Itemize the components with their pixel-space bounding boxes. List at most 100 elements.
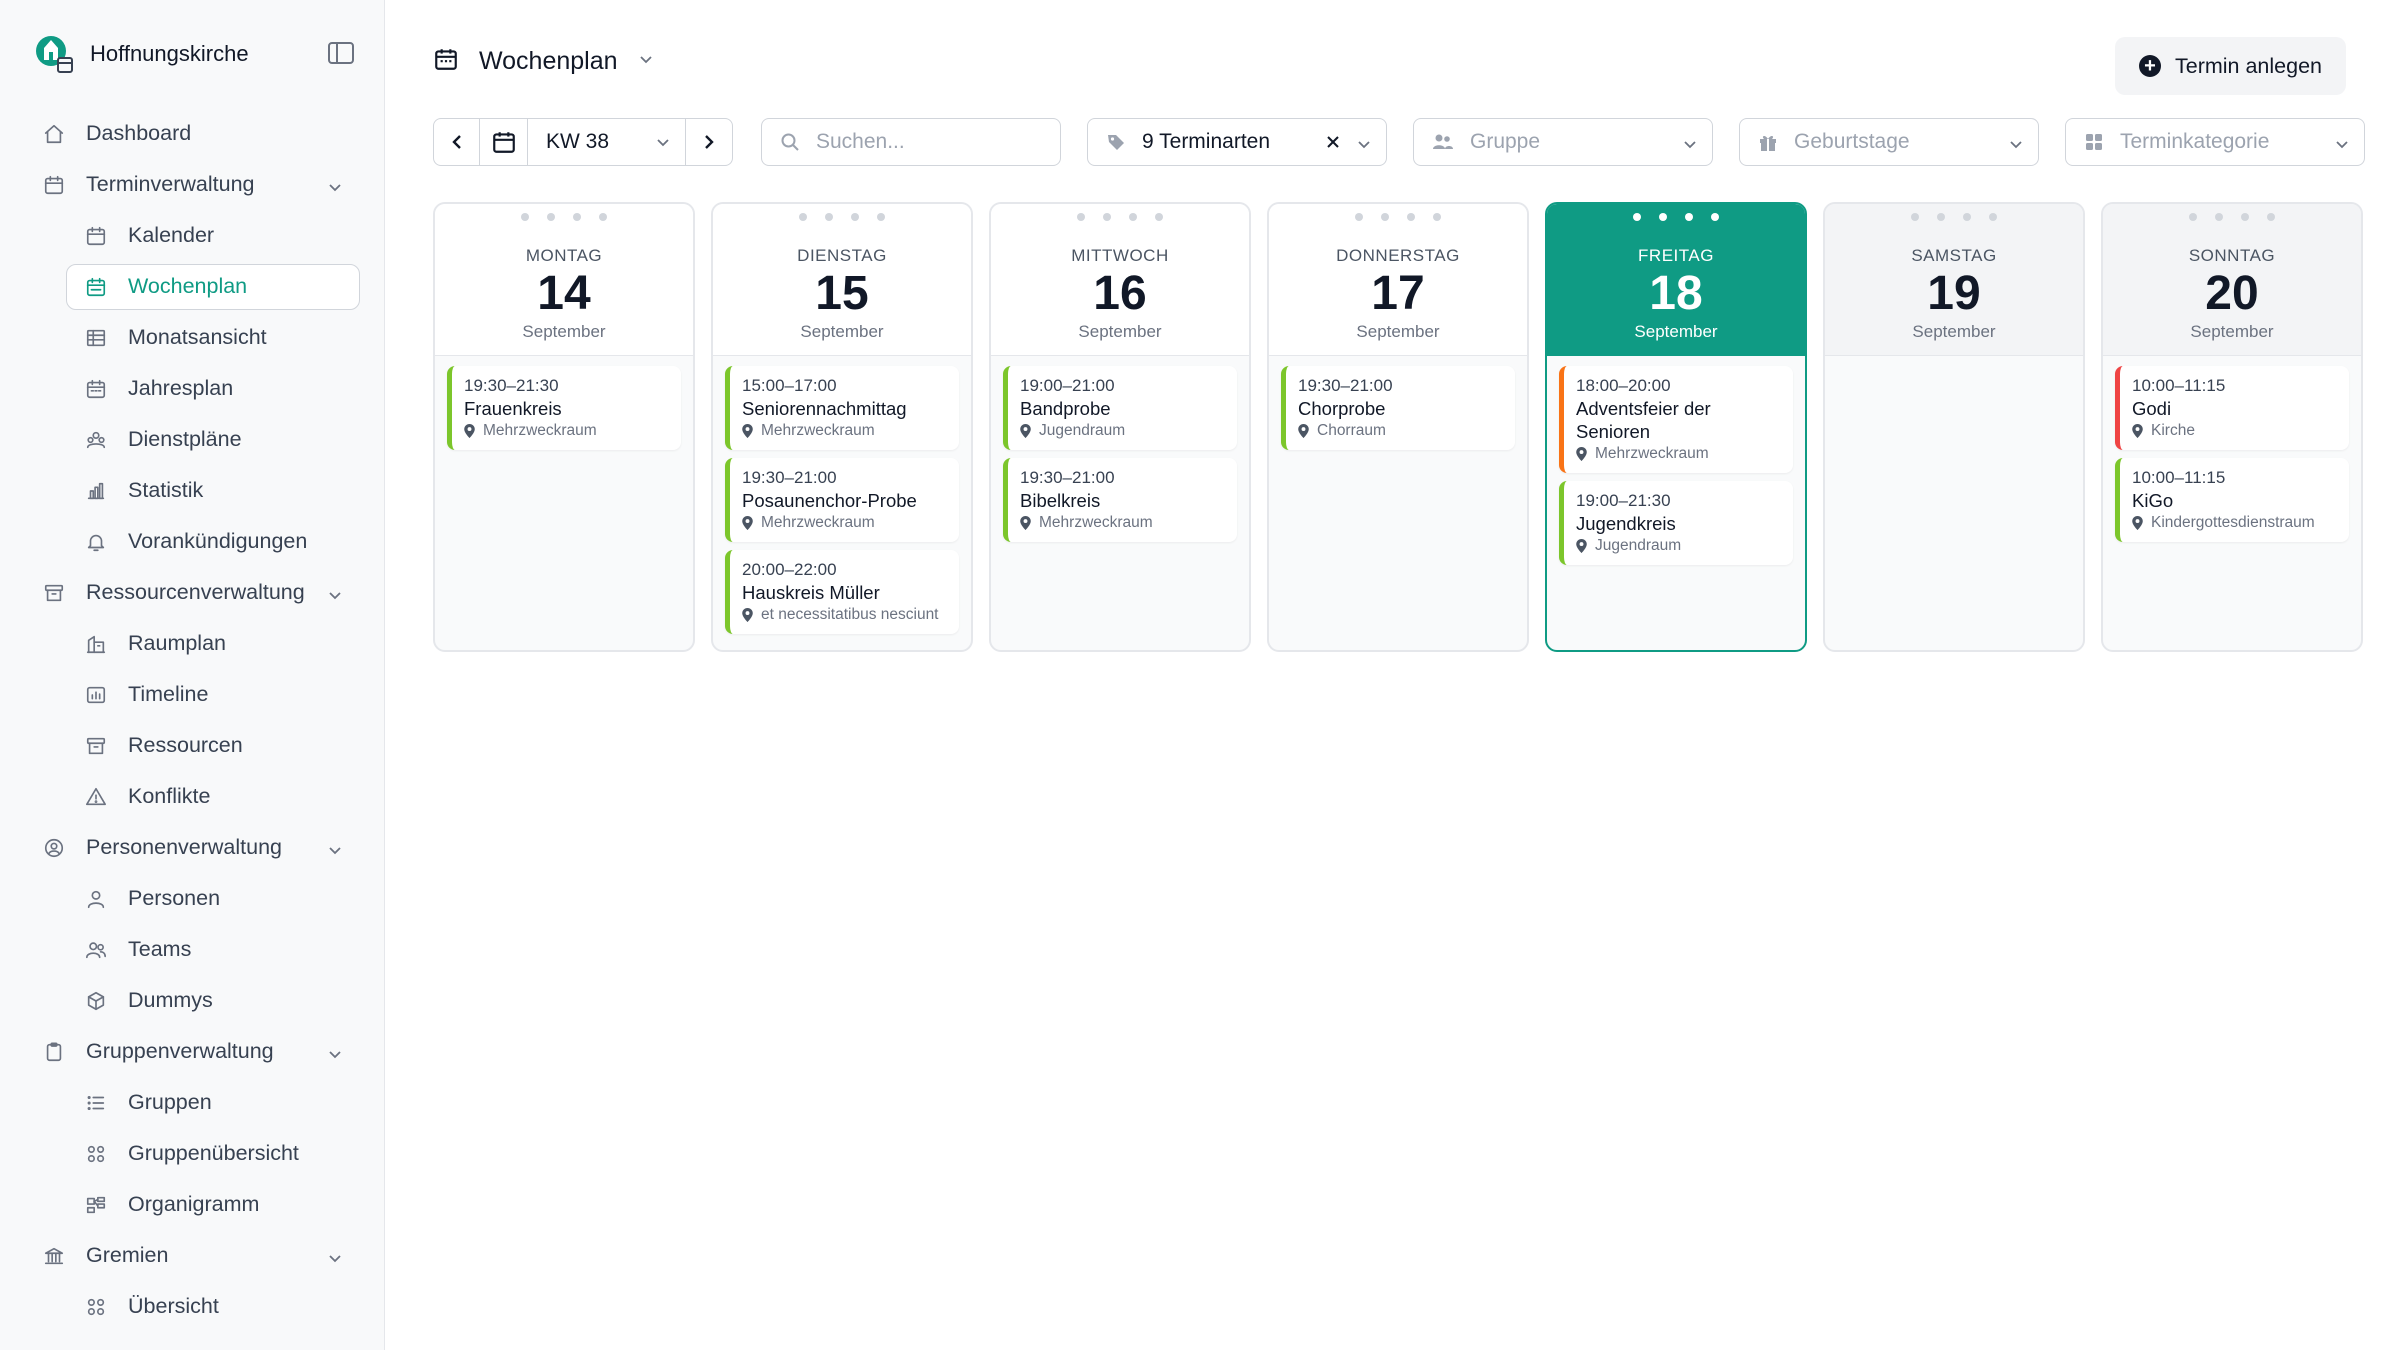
grid-icon [2084, 132, 2104, 152]
users-icon [1432, 133, 1454, 151]
chevron-down-icon[interactable] [327, 839, 343, 855]
sidebar-toggle-icon[interactable] [328, 42, 354, 64]
event-card[interactable]: 19:30–21:00 Posaunenchor-Probe Mehrzweckra… [725, 458, 959, 542]
calendar-picker-button[interactable] [480, 119, 528, 165]
day-menu-dots[interactable] [713, 213, 971, 221]
page-title[interactable]: Wochenplan [479, 47, 618, 75]
day-menu-dots[interactable] [991, 213, 1249, 221]
sidebar-item-wochenplan[interactable]: Wochenplan [0, 261, 384, 312]
event-card[interactable]: 18:00–20:00 Adventsfeier der Senioren Mehr… [1559, 366, 1793, 473]
sidebar-item-konflikte[interactable]: Konflikte [0, 771, 384, 822]
church-logo-icon [34, 34, 74, 74]
sidebar-item-label: Wochenplan [128, 274, 248, 298]
new-appointment-button[interactable]: + Termin anlegen [2115, 37, 2346, 95]
sidebar-item-dummys[interactable]: Dummys [0, 975, 384, 1026]
user-icon [84, 887, 108, 911]
day-menu-dots[interactable] [1825, 213, 2083, 221]
appointment-types-select[interactable]: 9 Terminarten [1087, 118, 1387, 166]
day-header[interactable]: DONNERSTAG 17 September [1269, 204, 1527, 356]
event-location: Mehrzweckraum [1576, 443, 1781, 465]
chevron-down-icon[interactable] [327, 1043, 343, 1059]
location-pin-icon [742, 516, 753, 530]
day-menu-dots[interactable] [2103, 213, 2361, 221]
event-card[interactable]: 19:00–21:00 Bandprobe Jugendraum [1003, 366, 1237, 450]
day-column-dienstag[interactable]: DIENSTAG 15 September 15:00–17:00 Seniorenna… [711, 202, 973, 652]
event-card[interactable]: 19:30–21:30 Frauenkreis Mehrzweckraum [447, 366, 681, 450]
event-card[interactable]: 20:00–22:00 Hauskreis Müller et necessitat… [725, 550, 959, 634]
day-column-mittwoch[interactable]: MITTWOCH 16 September 19:00–21:00 Bandprobe J… [989, 202, 1251, 652]
day-header[interactable]: DIENSTAG 15 September [713, 204, 971, 356]
day-column-donnerstag[interactable]: DONNERSTAG 17 September 19:30–21:00 Chorprob… [1267, 202, 1529, 652]
month-name: September [1912, 322, 1996, 341]
brand[interactable]: Hoffnungskirche [34, 34, 249, 74]
day-column-sonntag[interactable]: SONNTAG 20 September 10:00–11:15 Godi Kirche 1… [2101, 202, 2363, 652]
sidebar-item-personen[interactable]: Personen [0, 873, 384, 924]
sidebar-item-jahresplan[interactable]: Jahresplan [0, 363, 384, 414]
day-column-montag[interactable]: MONTAG 14 September 19:30–21:30 Frauenkreis M… [433, 202, 695, 652]
event-card[interactable]: 15:00–17:00 Seniorennachmittag Mehrzweckra… [725, 366, 959, 450]
sidebar-item-gremien[interactable]: Gremien [0, 1230, 384, 1281]
event-card[interactable]: 19:30–21:00 Chorprobe Chorraum [1281, 366, 1515, 450]
event-list: 15:00–17:00 Seniorennachmittag Mehrzweckra… [713, 356, 971, 650]
sidebar-item-dienstpläne[interactable]: Dienstpläne [0, 414, 384, 465]
event-time: 19:30–21:30 [464, 376, 559, 395]
day-menu-dots[interactable] [1269, 213, 1527, 221]
search-input[interactable]: Suchen... [761, 118, 1061, 166]
event-time: 19:30–21:00 [1020, 468, 1115, 487]
sidebar-item-teams[interactable]: Teams [0, 924, 384, 975]
birthdays-select[interactable]: Geburtstage [1739, 118, 2039, 166]
month-name: September [2190, 322, 2274, 341]
group-select[interactable]: Gruppe [1413, 118, 1713, 166]
sidebar-item-terminverwaltung[interactable]: Terminverwaltung [0, 159, 384, 210]
sidebar-item-monatsansicht[interactable]: Monatsansicht [0, 312, 384, 363]
sidebar-item-gruppen[interactable]: Gruppen [0, 1077, 384, 1128]
sidebar-item-timeline[interactable]: Timeline [0, 669, 384, 720]
month-name: September [1078, 322, 1162, 341]
sidebar-item-label: Raumplan [128, 631, 226, 655]
week-grid: MONTAG 14 September 19:30–21:30 Frauenkreis M… [433, 202, 2363, 652]
day-menu-dots[interactable] [1547, 213, 1805, 221]
chevron-down-icon[interactable] [638, 51, 654, 72]
sidebar-item-dashboard[interactable]: Dashboard [0, 108, 384, 159]
day-menu-dots[interactable] [435, 213, 693, 221]
sidebar-item-personenverwaltung[interactable]: Personenverwaltung [0, 822, 384, 873]
sidebar-item-statistik[interactable]: Statistik [0, 465, 384, 516]
sidebar-item-kalender[interactable]: Kalender [0, 210, 384, 261]
sidebar-item-ressourcen[interactable]: Ressourcen [0, 720, 384, 771]
day-header[interactable]: SAMSTAG 19 September [1825, 204, 2083, 356]
sidebar-item-übersicht[interactable]: Übersicht [0, 1281, 384, 1332]
event-card[interactable]: 19:00–21:30 Jugendkreis Jugendraum [1559, 481, 1793, 565]
clear-icon[interactable] [1324, 133, 1342, 157]
bell-icon [84, 530, 108, 554]
event-card[interactable]: 10:00–11:15 KiGo Kindergottesdienstraum [2115, 458, 2349, 542]
event-card[interactable]: 10:00–11:15 Godi Kirche [2115, 366, 2349, 450]
sidebar-item-raumplan[interactable]: Raumplan [0, 618, 384, 669]
day-header[interactable]: FREITAG 18 September [1547, 204, 1805, 356]
sidebar-item-gruppenverwaltung[interactable]: Gruppenverwaltung [0, 1026, 384, 1077]
day-header[interactable]: MONTAG 14 September [435, 204, 693, 356]
event-title: Jugendkreis [1576, 513, 1676, 534]
user-circle-icon [42, 836, 66, 860]
chevron-down-icon[interactable] [327, 584, 343, 600]
category-select[interactable]: Terminkategorie [2065, 118, 2365, 166]
calendar-icon [42, 173, 66, 197]
next-week-button[interactable] [686, 119, 732, 165]
sidebar-item-gruppenübersicht[interactable]: Gruppenübersicht [0, 1128, 384, 1179]
day-header[interactable]: MITTWOCH 16 September [991, 204, 1249, 356]
day-column-freitag[interactable]: FREITAG 18 September 18:00–20:00 Adventsfeie… [1545, 202, 1807, 652]
location-pin-icon [1020, 424, 1031, 438]
day-column-samstag[interactable]: SAMSTAG 19 September [1823, 202, 2085, 652]
chevron-down-icon[interactable] [327, 176, 343, 192]
sidebar-item-organigramm[interactable]: Organigramm [0, 1179, 384, 1230]
weekday-name: SONNTAG [2188, 246, 2276, 265]
calendar-year-icon [84, 377, 108, 401]
week-select[interactable]: KW 38 [528, 119, 686, 165]
event-card[interactable]: 19:30–21:00 Bibelkreis Mehrzweckraum [1003, 458, 1237, 542]
event-location-label: Kirche [2151, 422, 2195, 439]
day-header[interactable]: SONNTAG 20 September [2103, 204, 2361, 356]
sidebar-item-ressourcenverwaltung[interactable]: Ressourcenverwaltung [0, 567, 384, 618]
chevron-down-icon[interactable] [327, 1247, 343, 1263]
prev-week-button[interactable] [434, 119, 480, 165]
sidebar-item-vorankündigungen[interactable]: Vorankündigungen [0, 516, 384, 567]
event-location-label: Mehrzweckraum [483, 422, 597, 439]
